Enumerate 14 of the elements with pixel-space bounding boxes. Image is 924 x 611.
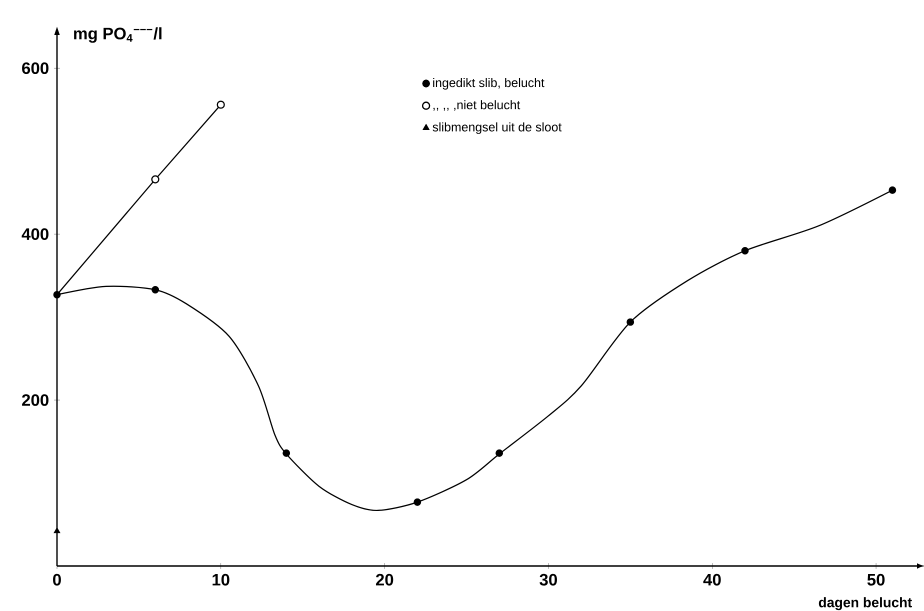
x-tick-label: 30 [540,574,557,586]
x-tick-label: 0 [53,574,61,586]
x-tick-label: 50 [867,574,885,586]
y-tick-label: 200 [22,394,48,406]
legend-label: ingedikt slib, belucht [433,78,544,90]
y-tick-label: 400 [22,228,48,240]
x-axis-title: dagen belucht [818,597,912,610]
y-tick-label: 600 [22,62,48,74]
x-tick-label: 40 [703,574,721,586]
x-tick-label: 10 [212,574,230,586]
legend-label: ,, ,, ,niet belucht [433,100,520,111]
x-tick-label: 20 [376,574,394,586]
y-axis-title: mg PO$_{4}$$^{−−−}$/l [74,27,162,43]
legend-label: slibmengsel uit de sloot [432,122,562,134]
